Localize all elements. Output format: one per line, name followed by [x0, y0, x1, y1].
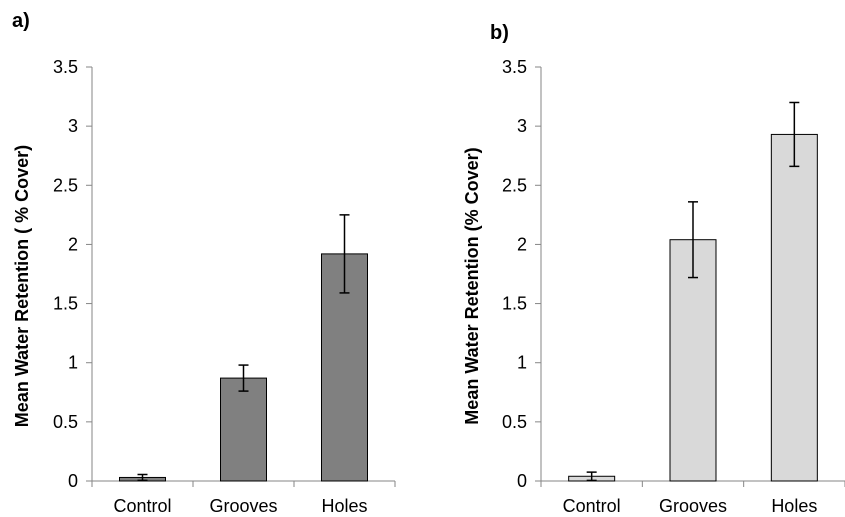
chart-a-bar-grooves [220, 377, 267, 482]
chart-a-y-axis-title: Mean Water Retention ( % Cover) [12, 145, 32, 427]
chart-b-y-tick-label: 0.5 [502, 412, 527, 432]
chart-b-y-tick-label: 1 [517, 353, 527, 373]
chart-b-x-tick-label: Grooves [659, 496, 727, 516]
chart-b-y-tick-label: 3.5 [502, 57, 527, 77]
chart-b-bar-holes [770, 133, 818, 482]
chart-a-y-tick-label: 1.5 [53, 294, 78, 314]
chart-a-y-tick-label: 2.5 [53, 175, 78, 195]
chart-b-y-axis-title: Mean Water Retention (% Cover) [462, 147, 482, 424]
chart-b-y-tick-label: 2 [517, 234, 527, 254]
chart-a-x-tick-label: Grooves [209, 496, 277, 516]
chart-a-y-tick-label: 0 [68, 471, 78, 491]
chart-a-y-tick-label: 3 [68, 116, 78, 136]
chart-b-x-tick-label: Control [563, 496, 621, 516]
panel-b-label: b) [490, 22, 509, 44]
chart-a-y-tick-label: 2 [68, 234, 78, 254]
chart-b-y-tick-label: 3 [517, 116, 527, 136]
chart-a-y-tick-label: 3.5 [53, 57, 78, 77]
chart-a-x-tick-label: Control [113, 496, 171, 516]
chart-b-y-tick-label: 0 [517, 471, 527, 491]
chart-a-x-tick-label: Holes [321, 496, 367, 516]
chart-b-bar-grooves [669, 239, 717, 482]
chart-b-x-tick-label: Holes [771, 496, 817, 516]
chart-a-y-tick-label: 0.5 [53, 412, 78, 432]
panel-a-label: a) [12, 10, 30, 32]
chart-a-y-tick-label: 1 [68, 353, 78, 373]
chart-b-y-tick-label: 2.5 [502, 175, 527, 195]
chart-b-y-tick-label: 1.5 [502, 294, 527, 314]
